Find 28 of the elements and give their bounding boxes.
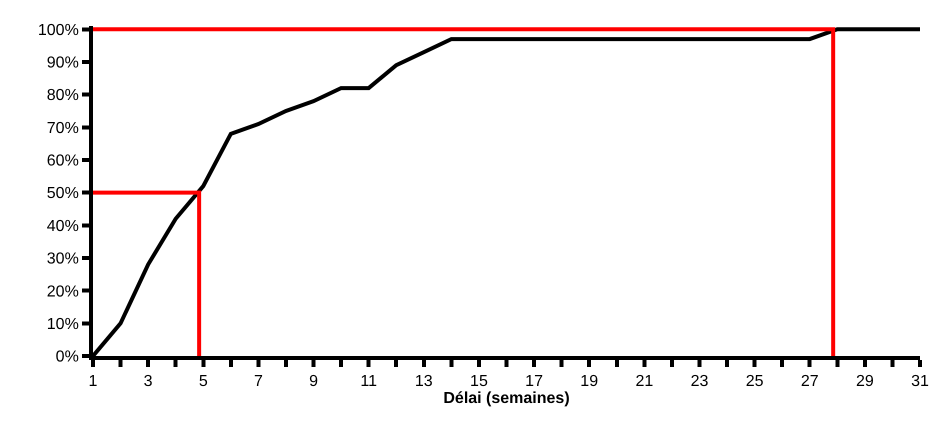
x-tick-label: 21 <box>635 373 654 390</box>
x-tick-label: 7 <box>254 373 263 390</box>
x-tick-label: 9 <box>309 373 318 390</box>
y-tick-label: 0% <box>56 348 79 366</box>
y-tick-label: 30% <box>46 250 79 268</box>
y-tick-label: 80% <box>46 87 79 104</box>
x-tick-label: 27 <box>800 373 819 390</box>
x-axis-title: Délai (semaines) <box>443 390 570 408</box>
y-tick-label: 20% <box>46 283 79 300</box>
x-tick-label: 1 <box>88 373 98 390</box>
x-tick-label: 5 <box>198 373 208 390</box>
x-tick-label: 23 <box>690 373 708 390</box>
x-tick-label: 15 <box>470 373 488 390</box>
x-tick-label: 25 <box>746 373 764 390</box>
x-tick-label: 31 <box>911 373 929 390</box>
x-tick-label: 3 <box>144 373 153 390</box>
x-tick-label: 17 <box>525 373 544 390</box>
x-tick-label: 19 <box>580 373 598 390</box>
x-tick-label: 13 <box>414 373 433 390</box>
x-tick-label: 11 <box>360 373 378 390</box>
y-tick-label: 10% <box>46 316 79 333</box>
y-tick-label: 100% <box>38 22 79 39</box>
y-tick-label: 70% <box>46 120 79 137</box>
y-tick-label: 60% <box>46 152 79 170</box>
y-tick-label: 90% <box>46 54 79 72</box>
x-tick-label: 29 <box>856 373 874 390</box>
y-tick-label: 50% <box>46 185 79 202</box>
y-tick-label: 40% <box>46 218 79 235</box>
